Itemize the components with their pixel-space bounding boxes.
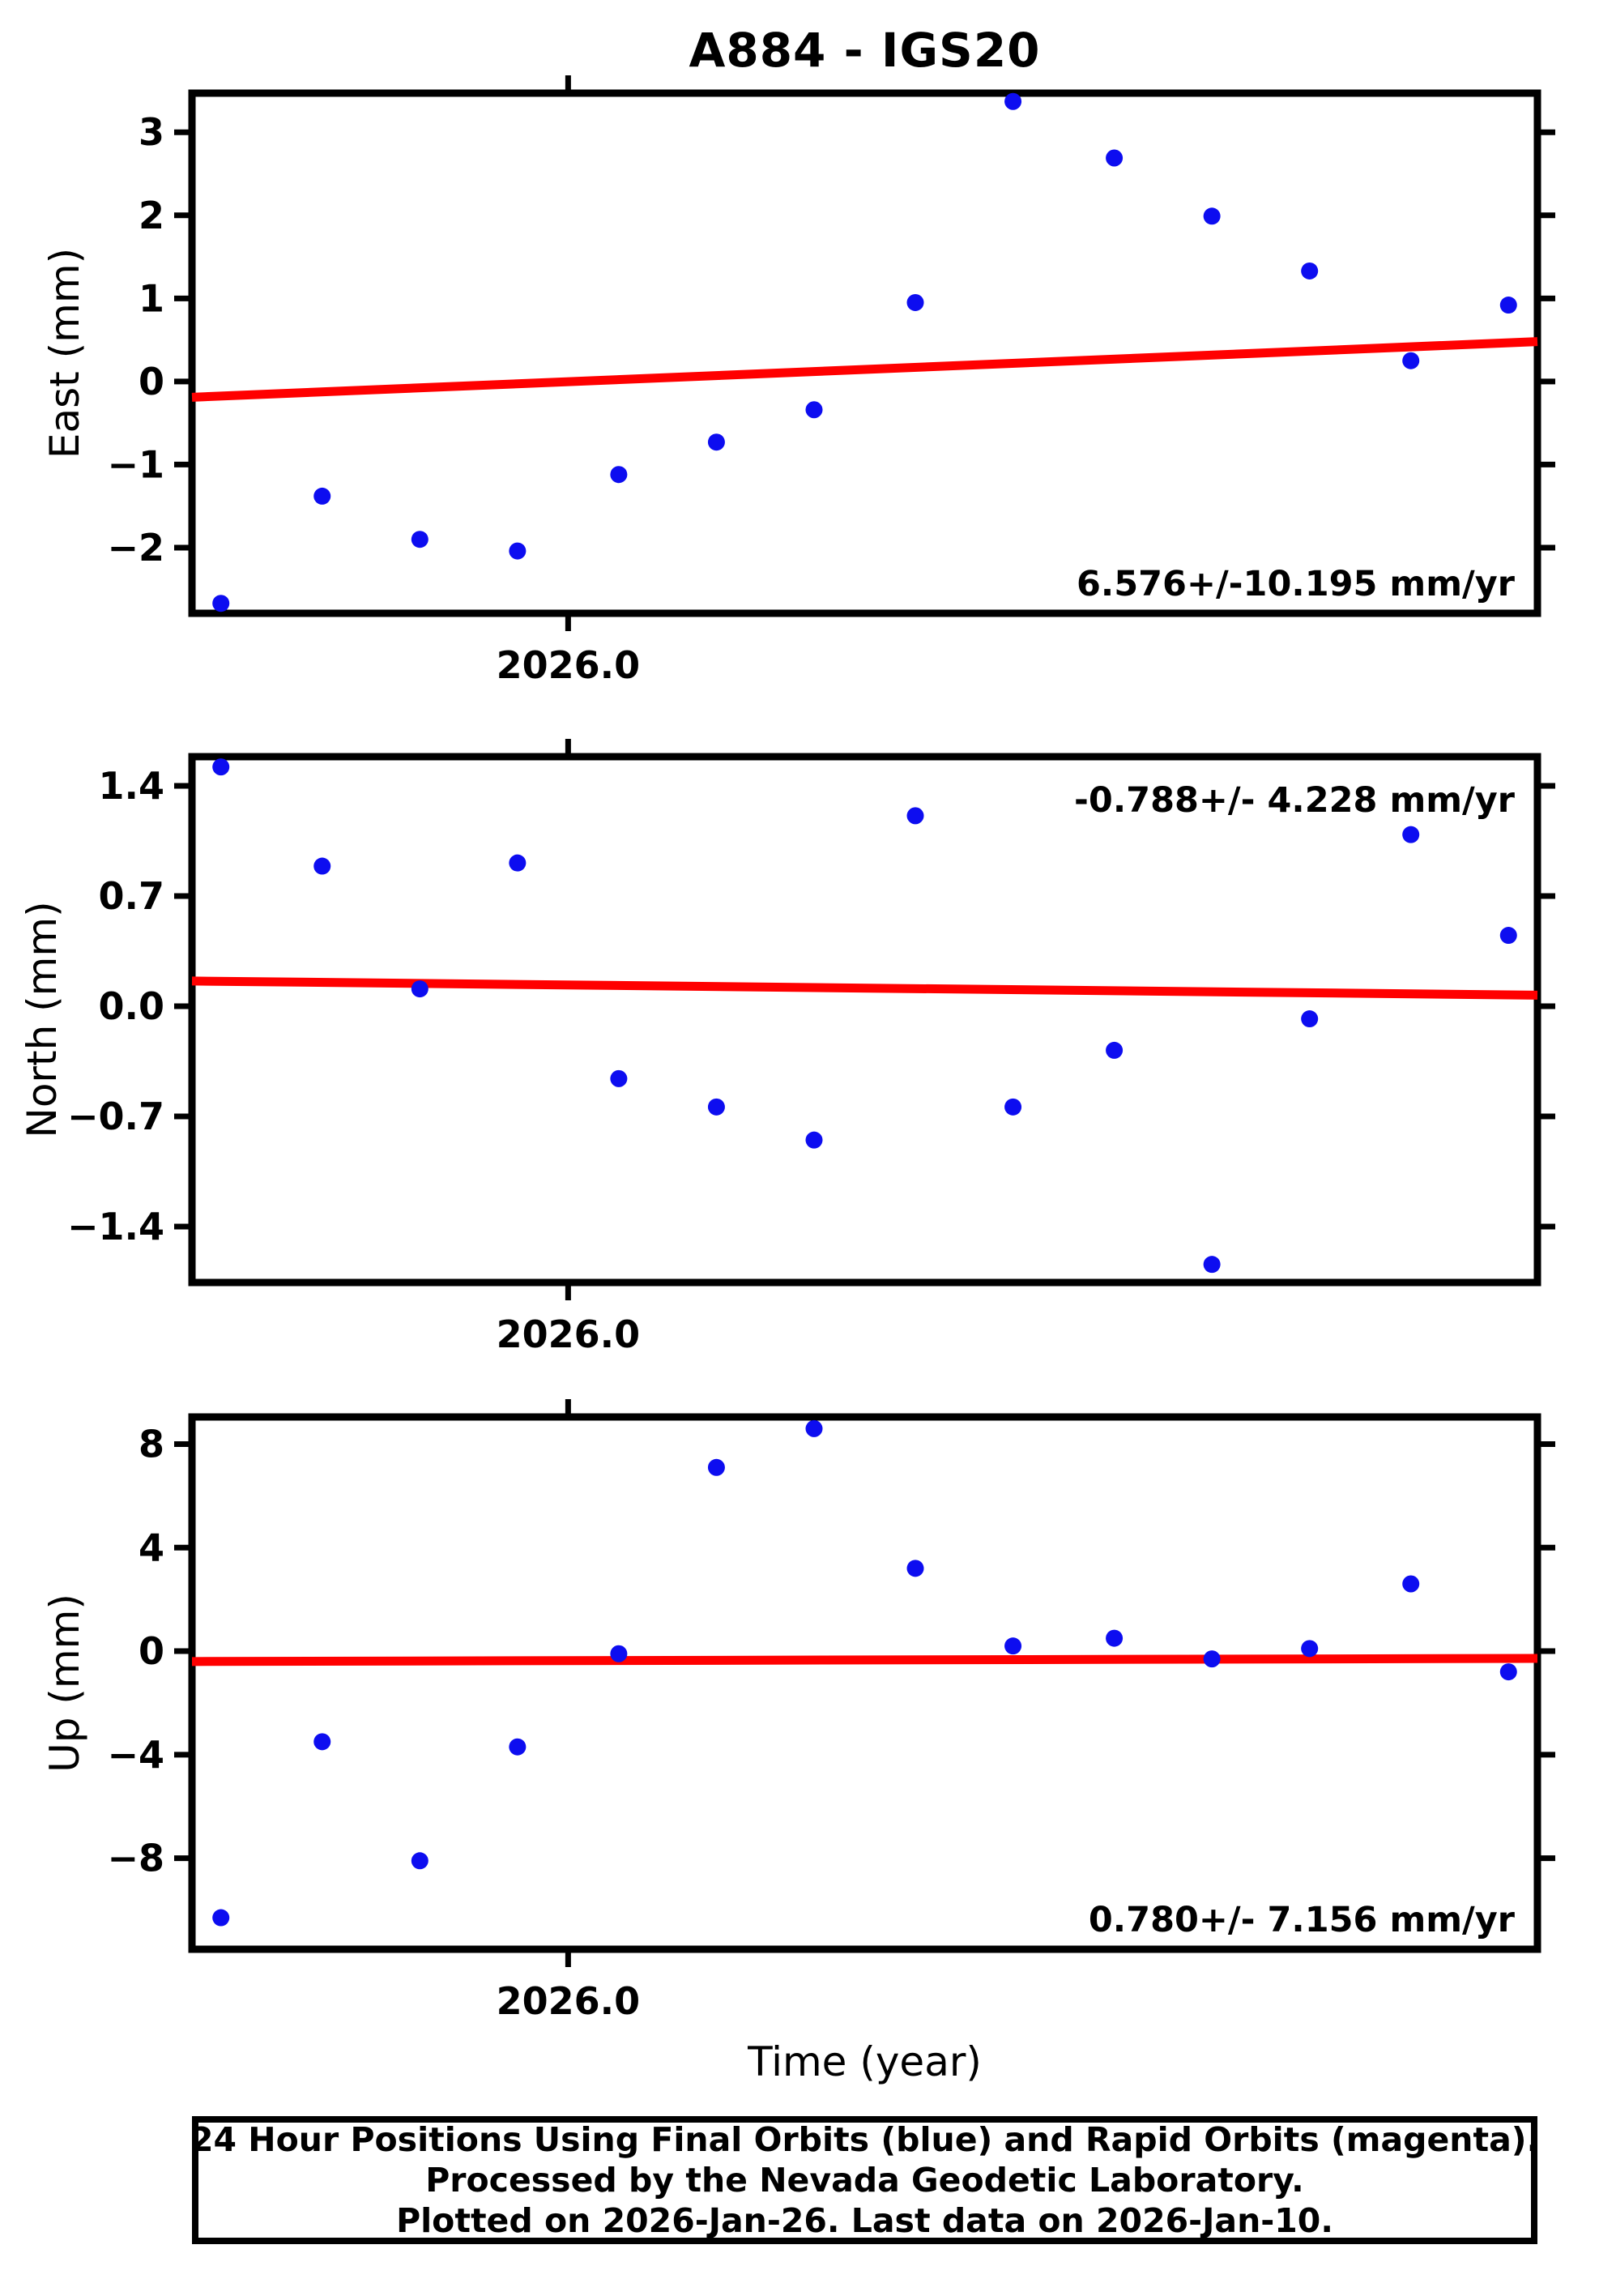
data-point — [610, 1069, 628, 1087]
plot-frame — [188, 89, 1541, 617]
y-axis-title: North (mm) — [19, 901, 66, 1137]
data-point — [805, 1131, 823, 1149]
y-tick-label: −1.4 — [67, 1205, 164, 1248]
plot-svg: 3 2 1 0 −1 −2 2026.0 6.576+/-10.195 mm/yr East (… — [41, 75, 1555, 687]
data-point — [805, 1419, 823, 1437]
data-point — [610, 466, 628, 484]
data-point — [1203, 207, 1221, 225]
data-point — [411, 980, 429, 998]
data-point — [212, 758, 230, 776]
data-point — [906, 293, 924, 311]
trend-line — [191, 976, 1538, 1000]
data-point — [1499, 927, 1517, 945]
chart-east: 3 2 1 0 −1 −2 2026.0 6.576+/-10.195 mm/yr East (… — [0, 36, 1599, 719]
data-point — [313, 487, 331, 505]
rate-annotation: -0.788+/- 4.228 mm/yr — [1074, 780, 1516, 821]
y-tick-label: 1.4 — [99, 764, 165, 808]
data-point — [1402, 1575, 1420, 1593]
data-point — [509, 1738, 527, 1756]
y-tick-label: 2 — [139, 194, 164, 237]
y-tick-label: 0 — [139, 1629, 164, 1673]
data-point — [906, 807, 924, 825]
y-tick-label: −0.7 — [67, 1095, 164, 1138]
caption-box: 24 Hour Positions Using Final Orbits (bl… — [190, 2116, 1540, 2244]
y-tick-label: 0 — [139, 360, 164, 403]
data-point — [707, 1098, 725, 1116]
data-point — [1106, 149, 1124, 167]
trend-line — [191, 337, 1538, 402]
caption-line-processed: Processed by the Nevada Geodetic Laborat… — [425, 2161, 1304, 2200]
page-title: A884 - IGS20 — [689, 23, 1041, 78]
data-point — [1004, 92, 1022, 110]
data-point — [1004, 1098, 1022, 1116]
data-point — [1301, 1640, 1319, 1658]
data-point — [1301, 262, 1319, 280]
data-point — [313, 857, 331, 875]
data-point — [707, 433, 725, 451]
y-tick-label: 0.7 — [99, 874, 165, 918]
data-point — [906, 1560, 924, 1577]
data-point — [1203, 1256, 1221, 1274]
y-tick-label: −1 — [107, 442, 164, 486]
data-point — [1203, 1650, 1221, 1668]
y-tick-label: −2 — [107, 526, 164, 570]
plot-svg: 1.4 0.7 0.0 −0.7 −1.4 2026.0 -0.788+/- 4.228 m… — [19, 739, 1555, 1356]
data-point — [610, 1645, 628, 1662]
data-point — [1106, 1041, 1124, 1059]
y-tick-label: 8 — [139, 1423, 164, 1466]
y-tick-label: 1 — [139, 276, 164, 320]
y-tick-label: −8 — [107, 1837, 164, 1880]
data-point — [509, 854, 527, 872]
y-tick-label: 3 — [139, 110, 164, 154]
plot-svg: 8 4 0 −4 −8 2026.0 0.780+/- 7.156 mm/yr Up (mm) — [41, 1399, 1555, 2023]
data-point — [805, 401, 823, 419]
data-point — [212, 595, 230, 612]
x-axis-title: Time (year) — [748, 2038, 982, 2085]
rate-annotation: 6.576+/-10.195 mm/yr — [1077, 564, 1516, 604]
x-tick-label: 2026.0 — [497, 643, 641, 687]
data-point — [1499, 1663, 1517, 1681]
x-tick-label: 2026.0 — [497, 1979, 641, 2023]
y-tick-label: −4 — [107, 1733, 164, 1777]
caption-line-orbits: 24 Hour Positions Using Final Orbits (bl… — [190, 2120, 1540, 2159]
plot-frame — [188, 1413, 1541, 1953]
y-axis-title: East (mm) — [41, 248, 88, 459]
y-axis-title: Up (mm) — [41, 1594, 88, 1773]
chart-up: 8 4 0 −4 −8 2026.0 0.780+/- 7.156 mm/yr Up (mm) — [0, 1360, 1599, 2055]
data-point — [1106, 1629, 1124, 1647]
data-point — [1402, 352, 1420, 369]
data-point — [509, 542, 527, 560]
data-point — [707, 1458, 725, 1476]
data-point — [1499, 297, 1517, 314]
rate-annotation: 0.780+/- 7.156 mm/yr — [1089, 1900, 1516, 1940]
data-point — [212, 1909, 230, 1927]
y-tick-label: 4 — [139, 1526, 164, 1569]
data-point — [1004, 1637, 1022, 1655]
chart-north: 1.4 0.7 0.0 −0.7 −1.4 2026.0 -0.788+/- 4.228 m… — [0, 700, 1599, 1388]
data-point — [313, 1733, 331, 1751]
trend-line — [191, 1654, 1538, 1667]
plot-frame — [188, 753, 1541, 1287]
data-point — [411, 531, 429, 548]
data-point — [1301, 1010, 1319, 1028]
data-point — [411, 1852, 429, 1870]
y-tick-label: 0.0 — [99, 984, 165, 1028]
x-tick-label: 2026.0 — [497, 1312, 641, 1356]
data-point — [1402, 826, 1420, 843]
caption-line-dates: Plotted on 2026-Jan-26. Last data on 202… — [396, 2201, 1333, 2240]
